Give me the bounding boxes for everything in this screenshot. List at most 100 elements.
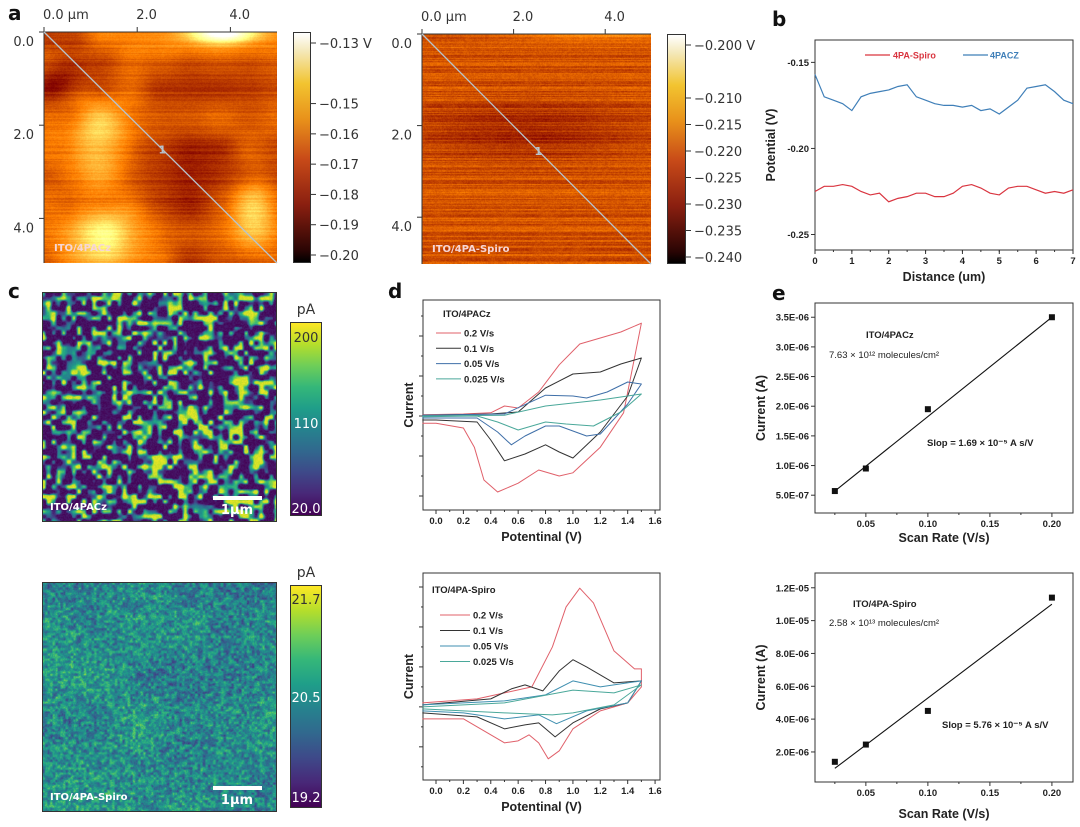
colorbar-c1 xyxy=(290,322,322,516)
map-y-tick-label: 4.0 xyxy=(391,220,412,235)
map-y-tick-label: 0.0 xyxy=(391,37,412,52)
x-tick-label: 0.6 xyxy=(512,786,525,797)
colorbar-a2 xyxy=(667,34,686,264)
x-tick-label: 0.10 xyxy=(919,788,938,799)
annotation: Slop = 5.76 × 10⁻⁵ A s/V xyxy=(942,720,1049,731)
y-tick-label: 2.5E-06 xyxy=(776,372,809,383)
x-tick-label: 0.4 xyxy=(484,516,498,527)
y-axis-label: Current (A) xyxy=(754,375,768,441)
legend-label: 0.1 V/s xyxy=(464,344,494,355)
legend-label: 0.025 V/s xyxy=(473,657,514,668)
plot-frame xyxy=(814,572,1074,783)
y-tick-label: 8.0E-06 xyxy=(776,649,809,660)
sample-label: ITO/4PA-Spiro xyxy=(432,244,510,255)
cv-curve xyxy=(422,684,642,716)
map-x-tick-label: 2.0 xyxy=(513,10,534,25)
x-tick-label: 6 xyxy=(1033,256,1038,267)
y-tick-label: 4.0E-06 xyxy=(776,715,809,726)
data-point xyxy=(831,758,838,765)
x-tick-label: 1.0 xyxy=(566,786,579,797)
map-x-tick-label: 0.0 μm xyxy=(43,8,89,23)
plot-title: ITO/4PA-Spiro xyxy=(432,585,496,596)
y-tick-label: 1.0E-06 xyxy=(776,461,809,472)
series-line-4pacz xyxy=(814,74,1074,115)
x-axis-label: Potentinal (V) xyxy=(501,530,582,544)
x-tick-label: 0.15 xyxy=(981,519,1000,530)
cv-curve xyxy=(422,357,642,462)
sample-label: ITO/4PACz xyxy=(54,243,111,254)
x-axis-label: Scan Rate (V/s) xyxy=(898,807,989,821)
legend-label: 0.1 V/s xyxy=(473,626,503,637)
data-point xyxy=(862,465,869,472)
map-y-tick-label: 2.0 xyxy=(391,129,412,144)
x-tick-label: 0.0 xyxy=(429,516,442,527)
x-axis-label: Potentinal (V) xyxy=(501,800,582,814)
current-map-4pa-spiro xyxy=(42,582,277,812)
colorbar-unit: pA xyxy=(297,565,316,581)
cv-curve xyxy=(422,322,642,493)
x-axis-label: Distance (um) xyxy=(903,270,986,284)
y-tick-label: 1.0E-05 xyxy=(776,616,810,627)
y-tick-label: 3.5E-06 xyxy=(776,313,809,324)
x-tick-label: 7 xyxy=(1070,256,1075,267)
series-line-4pa-spiro xyxy=(814,183,1074,203)
map-y-tick-label: 0.0 xyxy=(13,35,34,50)
data-point xyxy=(1048,314,1055,321)
x-tick-label: 5 xyxy=(997,256,1003,267)
data-point xyxy=(1048,594,1055,601)
x-tick-label: 1.6 xyxy=(648,516,661,527)
colorbar-tick-label: 110 xyxy=(294,417,319,432)
scale-bar-label: 1μm xyxy=(221,793,253,808)
x-axis-label: Scan Rate (V/s) xyxy=(898,531,989,545)
plot-frame xyxy=(422,299,661,511)
x-tick-label: 0.2 xyxy=(457,786,470,797)
legend-label: 4PA-Spiro xyxy=(893,51,936,61)
y-axis-label: Potential (V) xyxy=(764,109,778,182)
plot-frame xyxy=(814,39,1074,251)
x-tick-label: 1.0 xyxy=(566,516,579,527)
plot-frame xyxy=(814,302,1074,514)
legend-label: 0.2 V/s xyxy=(473,611,503,622)
annotation: 7.63 × 10¹² molecules/cm² xyxy=(829,350,939,361)
sample-label: ITO/4PACz xyxy=(50,502,107,513)
x-tick-label: 1.2 xyxy=(594,516,607,527)
legend-label: 0.2 V/s xyxy=(464,329,494,340)
annotation: 2.58 × 10¹³ molecules/cm² xyxy=(829,618,939,629)
x-tick-label: 1.6 xyxy=(648,786,661,797)
colorbar-tick-label: −0.200 V xyxy=(694,39,755,54)
current-map-4pacz xyxy=(42,292,277,522)
data-point xyxy=(924,406,931,413)
colorbar-tick-label: −0.17 xyxy=(319,158,359,173)
colorbar-tick-label: 20.0 xyxy=(292,502,321,517)
panel-label-a: a xyxy=(8,1,22,25)
x-tick-label: 4 xyxy=(960,256,966,267)
annotation: ITO/4PACz xyxy=(866,330,914,341)
x-tick-label: 0.20 xyxy=(1043,519,1062,530)
scale-bar xyxy=(213,496,262,500)
y-tick-label: 6.0E-06 xyxy=(776,682,809,693)
colorbar-tick-label: −0.215 xyxy=(694,119,742,134)
y-tick-label: -0.20 xyxy=(787,144,809,155)
x-tick-label: 0.8 xyxy=(539,516,552,527)
x-tick-label: 0.8 xyxy=(539,786,552,797)
scale-bar xyxy=(213,786,262,790)
y-axis-label: Current xyxy=(402,382,416,428)
y-axis-label: Current (A) xyxy=(754,645,768,711)
x-tick-label: 1 xyxy=(849,256,855,267)
colorbar-tick-label: −0.13 V xyxy=(319,37,372,52)
plot-title: ITO/4PACz xyxy=(443,309,491,320)
x-tick-label: 0.0 xyxy=(429,786,442,797)
x-tick-label: 0.2 xyxy=(457,516,470,527)
line-profile-path xyxy=(43,31,278,264)
fit-line xyxy=(834,603,1053,769)
x-tick-label: 3 xyxy=(923,256,928,267)
y-tick-label: 3.0E-06 xyxy=(776,342,809,353)
y-tick-label: 1.5E-06 xyxy=(776,431,809,442)
x-tick-label: 0 xyxy=(812,256,817,267)
cv-curve xyxy=(422,381,642,446)
y-tick-label: 1.2E-05 xyxy=(776,583,810,594)
colorbar-tick-label: −0.19 xyxy=(319,219,359,234)
colorbar-tick-label: 19.2 xyxy=(292,791,321,806)
sample-label: ITO/4PA-Spiro xyxy=(50,792,128,803)
line-profile-path xyxy=(421,33,652,265)
